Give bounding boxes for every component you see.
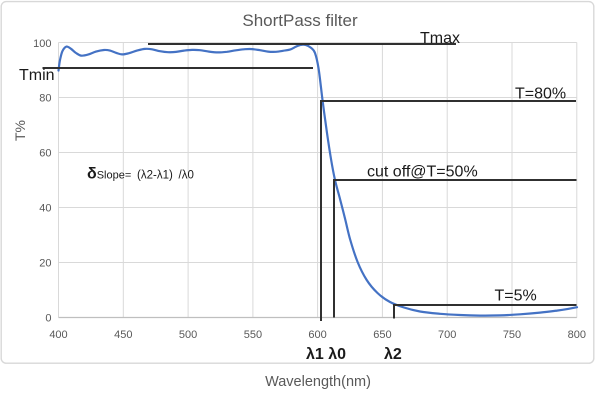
svg-text:Wavelength(nm): Wavelength(nm) <box>265 374 371 390</box>
svg-text:20: 20 <box>39 258 51 270</box>
svg-text:cut off@T=50%: cut off@T=50% <box>367 164 478 181</box>
svg-text:Tmin: Tmin <box>19 67 55 84</box>
svg-text:450: 450 <box>114 329 132 341</box>
svg-text:80: 80 <box>39 93 51 105</box>
svg-text:650: 650 <box>373 329 391 341</box>
svg-text:400: 400 <box>49 329 67 341</box>
svg-text:800: 800 <box>568 329 586 341</box>
svg-text:0: 0 <box>45 313 51 325</box>
svg-text:λ2: λ2 <box>384 346 402 363</box>
svg-text:T=80%: T=80% <box>515 86 566 103</box>
svg-text:T%: T% <box>12 120 28 141</box>
svg-text:T=5%: T=5% <box>495 288 537 305</box>
svg-text:40: 40 <box>39 203 51 215</box>
svg-text:500: 500 <box>179 329 197 341</box>
svg-text:550: 550 <box>244 329 262 341</box>
svg-text:λ1 λ0: λ1 λ0 <box>306 346 346 363</box>
svg-text:750: 750 <box>503 329 521 341</box>
svg-text:60: 60 <box>39 148 51 160</box>
svg-text:700: 700 <box>438 329 456 341</box>
svg-text:600: 600 <box>308 329 326 341</box>
svg-text:100: 100 <box>33 38 51 50</box>
svg-text:Tmax: Tmax <box>420 30 460 47</box>
svg-text:ShortPass filter: ShortPass filter <box>242 11 358 30</box>
svg-text:δSlope= (λ2-λ1) /λ0: δSlope= (λ2-λ1) /λ0 <box>87 166 194 183</box>
